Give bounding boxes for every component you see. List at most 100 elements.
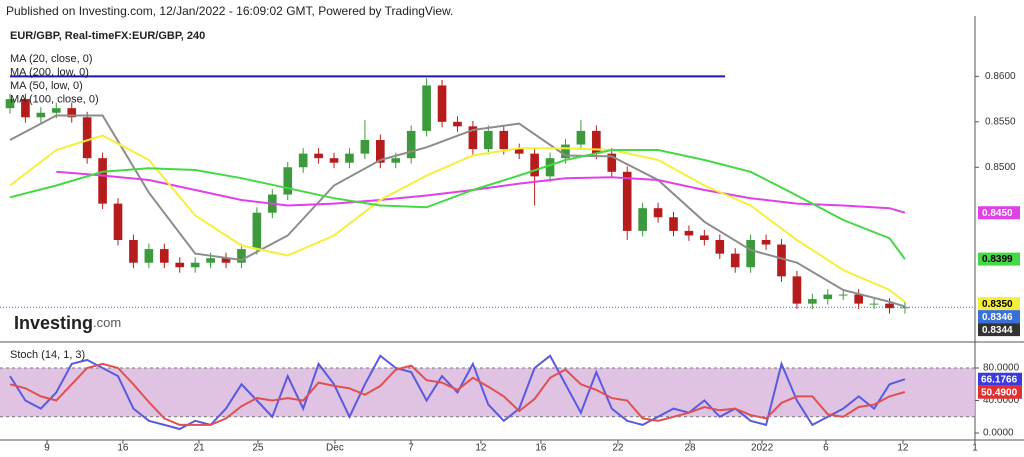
value-label: 66.1766: [981, 374, 1018, 385]
candle-body: [761, 240, 771, 245]
value-label-box: [978, 385, 1022, 399]
price-label: 0.8346: [982, 312, 1013, 323]
x-tick-label: 16: [535, 443, 547, 454]
candle-body: [345, 153, 354, 163]
y-tick-label: 80.0000: [983, 363, 1020, 374]
candle-body: [82, 117, 92, 159]
candle-body: [468, 126, 478, 150]
candle-body: [5, 99, 15, 109]
candle-body: [638, 208, 647, 231]
ma-line: [9, 134, 906, 303]
candle-body: [607, 153, 617, 172]
price-label: 0.8350: [982, 299, 1013, 310]
stoch-title: Stoch (14, 1, 3): [10, 349, 85, 361]
value-label: 50.4900: [981, 387, 1018, 398]
candle-body: [453, 121, 462, 127]
candle-body: [406, 130, 416, 159]
candle-body: [252, 212, 262, 250]
candle-body: [237, 249, 246, 263]
candle-body: [499, 130, 509, 150]
price-label-box: [978, 323, 1020, 337]
stoch-band: [0, 368, 975, 417]
candle-body: [900, 307, 910, 309]
candle-body: [437, 85, 447, 122]
logo-name: Investing: [14, 313, 93, 333]
ma-line: [9, 114, 906, 308]
source-note: Published on Investing.com, 12/Jan/2022 …: [6, 4, 453, 18]
legend-entry: MA (100, close, 0): [10, 93, 99, 105]
candle-body: [885, 303, 894, 309]
candle-body: [869, 303, 879, 305]
marks-layer: [5, 75, 910, 431]
candle-body: [422, 85, 431, 131]
y-tick-label: 0.8600: [985, 71, 1016, 82]
text-layer: Published on Investing.com, 12/Jan/2022 …: [6, 4, 1022, 454]
candle-body: [715, 240, 725, 254]
price-label-box: [978, 252, 1020, 266]
ma-line: [9, 149, 906, 260]
legend-entry: MA (20, close, 0): [10, 53, 93, 65]
x-tick-label: 25: [252, 443, 264, 454]
candle-body: [653, 208, 663, 218]
candle-body: [175, 262, 185, 268]
candle-body: [792, 276, 802, 304]
candle-body: [730, 253, 740, 268]
candle-body: [700, 235, 709, 240]
ma-line: [56, 170, 906, 214]
price-label: 0.8399: [982, 254, 1013, 265]
candle-body: [777, 244, 786, 277]
candle-body: [314, 153, 323, 159]
y-tick-label: 40.0000: [983, 395, 1020, 406]
chart-title: EUR/GBP, Real-timeFX:EUR/GBP, 240: [10, 30, 205, 42]
x-tick-label: 9: [44, 443, 50, 454]
background-layer: [0, 16, 1024, 444]
candle-body: [283, 167, 293, 195]
candle-body: [36, 112, 46, 118]
price-label-box: [978, 297, 1020, 311]
candle-body: [854, 294, 863, 304]
logo: Investing.com: [14, 313, 121, 333]
price-label: 0.8450: [982, 208, 1013, 219]
legend-entry: MA (50, low, 0): [10, 80, 83, 92]
price-label-box: [978, 310, 1020, 324]
candle-body: [622, 171, 632, 231]
legend-entry: MA (200, low, 0): [10, 66, 89, 78]
x-tick-label: 16: [117, 443, 129, 454]
logo-suffix: .com: [93, 315, 121, 330]
candle-body: [838, 294, 848, 296]
candle-body: [823, 294, 833, 300]
candle-body: [360, 140, 370, 154]
x-tick-label: 12: [475, 443, 487, 454]
candle-body: [51, 108, 61, 113]
y-tick-label: 0.8500: [985, 162, 1016, 173]
x-tick-label: 2022: [751, 443, 774, 454]
candle-body: [592, 130, 601, 154]
x-tick-label: Dec: [326, 443, 344, 454]
candle-body: [206, 258, 215, 263]
x-tick-label: 22: [612, 443, 624, 454]
candle-body: [746, 240, 755, 268]
candle-body: [376, 140, 385, 163]
candle-body: [67, 108, 77, 118]
candle-body: [221, 258, 231, 263]
candle-body: [21, 99, 30, 118]
candle-body: [684, 230, 694, 236]
candle-body: [113, 203, 123, 240]
candle-body: [669, 217, 678, 231]
y-tick-label: 0.8550: [985, 116, 1016, 127]
candle-body: [484, 130, 493, 150]
candle-body: [329, 158, 339, 163]
x-tick-label: 12: [897, 443, 909, 454]
candle-body: [576, 130, 586, 145]
stoch-line: [9, 354, 906, 431]
candle-body: [391, 158, 401, 163]
candle-body: [98, 158, 107, 204]
candle-body: [144, 249, 154, 263]
price-label-box: [978, 206, 1020, 220]
y-tick-label: 0.0000: [983, 428, 1014, 439]
candle-body: [545, 158, 555, 177]
candle-body: [514, 149, 524, 154]
candle-body: [808, 299, 817, 304]
stoch-line: [9, 362, 906, 426]
